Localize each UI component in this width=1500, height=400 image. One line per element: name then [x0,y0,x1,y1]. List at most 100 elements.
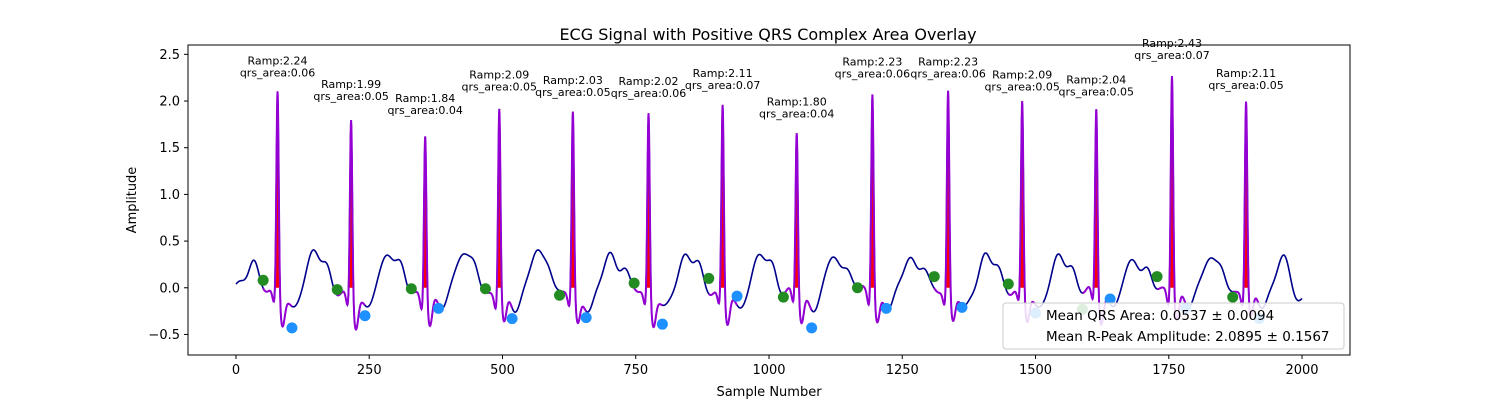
qrs-segment-line [262,91,293,328]
qrs-area-fill [934,90,962,288]
qrs-onset-marker [405,283,417,295]
r-peak-amplitude-label: Ramp:2.24 [248,55,308,68]
annotation-layer: Ramp:2.24qrs_area:0.06Ramp:1.99qrs_area:… [240,37,1284,121]
qrs-area-label: qrs_area:0.05 [1059,85,1134,98]
x-tick-label: 1750 [1152,363,1185,378]
qrs-onset-marker [928,271,940,283]
qrs-area-label: qrs_area:0.04 [759,108,834,121]
qrs-area-label: qrs_area:0.07 [1134,49,1209,62]
qrs-onset-marker [331,284,343,296]
x-tick-label: 2000 [1285,363,1318,378]
qrs-segment-layer [262,76,1261,331]
x-tick-label: 1000 [752,363,785,378]
qrs-onset-marker [257,274,269,286]
qrs-onset-marker [1151,271,1163,283]
r-peak-amplitude-label: Ramp:2.11 [1216,67,1276,80]
qrs-segment-line [411,136,440,328]
qrs-offset-marker [656,318,668,330]
y-axis-ticks: −0.5 0.0 0.5 1.0 1.5 2.0 2.5 [148,48,188,343]
x-tick-label: 0 [232,363,240,378]
qrs-segment-line [782,133,813,325]
y-tick-label: 2.0 [159,95,180,110]
x-tick-label: 1250 [886,363,919,378]
qrs-offset-marker [580,312,592,324]
r-peak-amplitude-label: Ramp:2.04 [1066,73,1126,86]
qrs-area-fill [708,104,738,288]
r-peak-amplitude-label: Ramp:2.09 [469,69,529,82]
y-tick-label: −0.5 [148,328,180,343]
qrs-area-fill [263,91,292,288]
qrs-segment-line [559,111,587,325]
qrs-onset-marker [703,272,715,284]
qrs-onset-marker [554,289,566,301]
x-axis-title: Sample Number [716,385,822,400]
qrs-area-fill [1082,109,1111,288]
qrs-area-label: qrs_area:0.06 [910,68,985,81]
qrs-offset-marker [731,290,743,302]
qrs-area-fill [634,113,663,288]
qrs-area-label: qrs_area:0.05 [313,90,388,103]
x-axis-ticks: 0 250 500 750 1000 1250 1500 1750 2000 [232,355,1319,378]
qrs-segment-line [1156,76,1187,322]
qrs-area-label: qrs_area:0.05 [535,86,610,99]
r-peak-amplitude-label: Ramp:1.80 [767,96,827,109]
y-tick-label: 2.5 [159,48,180,63]
qrs-area-fill [559,111,587,288]
qrs-offset-marker [433,302,445,314]
qrs-area-label: qrs_area:0.07 [685,79,760,92]
qrs-onset-marker [777,291,789,303]
qrs-offset-marker [880,302,892,314]
qrs-area-label: qrs_area:0.05 [1208,79,1283,92]
qrs-onset-marker [1227,291,1239,303]
r-peak-amplitude-label: Ramp:1.84 [395,92,455,105]
legend-entry-mean-r-peak-amplitude: Mean R-Peak Amplitude: 2.0895 ± 0.1567 [1046,329,1330,345]
qrs-offset-marker [1104,293,1116,305]
qrs-segment-line [1082,109,1111,326]
r-peak-amplitude-label: Ramp:1.99 [321,78,381,91]
qrs-segment-line [485,108,514,323]
qrs-area-label: qrs_area:0.04 [387,104,462,117]
r-peak-amplitude-label: Ramp:2.23 [842,56,902,69]
qrs-segment-line [633,113,663,329]
chart-title: ECG Signal with Positive QRS Complex Are… [559,25,976,44]
qrs-offset-marker [956,301,968,313]
qrs-area-label: qrs_area:0.06 [611,87,686,100]
qrs-area-fill [337,120,365,288]
legend: Mean QRS Area: 0.0537 ± 0.0094 Mean R-Pe… [1002,302,1345,350]
qrs-offset-marker [359,310,371,322]
legend-entry-mean-qrs-area: Mean QRS Area: 0.0537 ± 0.0094 [1046,308,1274,324]
y-tick-label: 1.5 [159,141,180,156]
qrs-segment-line [707,104,738,326]
legend-box [1002,302,1345,350]
qrs-area-fill [1232,101,1260,288]
r-peak-amplitude-label: Ramp:2.23 [918,56,978,69]
y-tick-label: 0.5 [159,235,180,250]
qrs-area-label: qrs_area:0.05 [462,81,537,94]
qrs-area-fill [1008,101,1036,288]
r-peak-amplitude-label: Ramp:2.09 [992,69,1052,82]
r-peak-amplitude-label: Ramp:2.03 [543,74,603,87]
qrs-segment-line [1232,101,1261,318]
qrs-onset-marker [851,282,863,294]
y-tick-label: 0.0 [159,281,180,296]
x-tick-label: 750 [623,363,648,378]
x-tick-label: 250 [357,363,382,378]
qrs-onset-marker [1002,278,1014,290]
qrs-offset-marker [506,313,518,325]
qrs-offset-marker [286,322,298,334]
qrs-area-label: qrs_area:0.06 [835,68,910,81]
qrs-area-label: qrs_area:0.06 [240,67,315,80]
qrs-area-label: qrs_area:0.05 [984,81,1059,94]
qrs-onset-marker [479,283,491,295]
qrs-onset-marker [628,277,640,289]
y-tick-label: 1.0 [159,188,180,203]
x-tick-label: 500 [490,363,515,378]
qrs-segment-line [933,90,963,323]
r-peak-amplitude-label: Ramp:2.02 [619,75,679,88]
qrs-offset-marker [806,322,818,334]
y-axis-title: Amplitude [125,167,140,234]
r-peak-amplitude-label: Ramp:2.43 [1142,37,1202,50]
r-peak-amplitude-label: Ramp:2.11 [693,67,753,80]
x-tick-label: 1500 [1019,363,1052,378]
